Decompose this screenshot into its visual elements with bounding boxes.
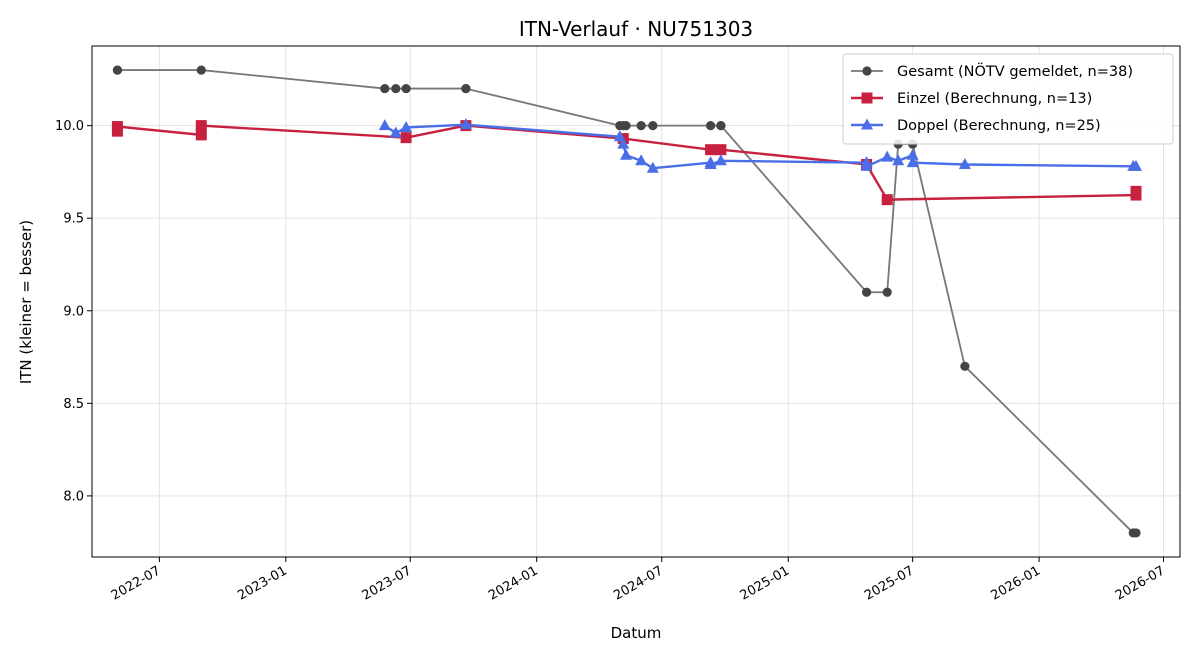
x-tick-label: 2025-07: [862, 563, 917, 603]
x-tick-label: 2024-01: [486, 563, 541, 603]
data-point: [960, 361, 970, 371]
legend-entry: Doppel (Berechnung, n=25): [897, 118, 1101, 134]
data-point: [892, 154, 905, 166]
data-point: [882, 287, 892, 297]
x-tick-label: 2025-01: [738, 563, 793, 603]
data-point: [958, 157, 971, 169]
data-point: [635, 154, 648, 166]
plot-area-frame: [91, 45, 1181, 558]
legend: Gesamt (NÖTV gemeldet, n=38) Einzel (Bere…: [842, 53, 1174, 145]
data-point: [391, 83, 401, 94]
data-point: [112, 65, 123, 75]
data-point: [459, 118, 472, 130]
legend-entry: Gesamt (NÖTV gemeldet, n=38): [897, 62, 1133, 80]
chart-title: ITN-Verlauf · NU751303: [519, 17, 753, 41]
series-3: [378, 118, 1143, 173]
data-point: [646, 161, 659, 173]
y-tick-label: 8.5: [63, 397, 84, 412]
data-point: [401, 83, 411, 94]
data-point: [195, 120, 207, 132]
y-axis: 8.0 8.5 9.0 9.5 10.0: [55, 119, 92, 504]
legend-swatch-marker: [862, 66, 872, 76]
x-axis: 2022-07 2023-01 2023-07 2024-01 2024-07 2025-…: [109, 557, 1168, 604]
x-tick-label: 2026-01: [989, 563, 1044, 603]
data-point: [881, 150, 894, 162]
data-point: [400, 120, 413, 132]
data-point: [906, 156, 919, 168]
data-point: [1130, 159, 1143, 171]
data-point: [860, 159, 873, 171]
data-point: [389, 126, 402, 138]
y-tick-label: 9.5: [63, 212, 84, 227]
data-point: [195, 129, 207, 141]
data-point: [714, 154, 727, 166]
data-point: [620, 148, 633, 160]
data-point: [111, 121, 123, 133]
legend-swatch-marker: [861, 92, 873, 104]
x-axis-label: Datum: [611, 624, 662, 642]
data-point: [1131, 528, 1141, 538]
data-point: [881, 194, 893, 206]
y-tick-label: 9.0: [63, 304, 84, 319]
data-point: [617, 137, 630, 149]
data-point: [636, 121, 646, 131]
data-point: [716, 121, 726, 131]
x-tick-label: 2023-07: [360, 563, 415, 603]
data-point: [906, 148, 919, 160]
data-point: [1130, 185, 1142, 197]
x-tick-label: 2024-07: [611, 563, 666, 603]
y-axis-label: ITN (kleiner = besser): [17, 220, 35, 384]
data-point: [715, 144, 727, 156]
legend-box: [842, 53, 1174, 145]
x-tick-label: 2026-07: [1113, 563, 1168, 603]
x-tick-label: 2023-01: [235, 563, 290, 603]
data-point: [380, 83, 390, 94]
data-point: [196, 65, 206, 75]
data-point: [648, 121, 658, 131]
y-tick-label: 8.0: [63, 489, 84, 504]
data-point: [705, 144, 717, 156]
data-point: [705, 121, 716, 131]
data-point: [861, 287, 872, 297]
y-tick-label: 10.0: [55, 119, 84, 134]
data-point: [461, 83, 471, 94]
data-point: [704, 157, 717, 169]
legend-swatch-marker: [861, 118, 873, 130]
data-point: [378, 119, 391, 131]
data-point: [400, 132, 412, 144]
x-tick-label: 2022-07: [109, 563, 164, 603]
data-point: [621, 121, 631, 131]
legend-entry: Einzel (Berechnung, n=13): [897, 91, 1092, 107]
